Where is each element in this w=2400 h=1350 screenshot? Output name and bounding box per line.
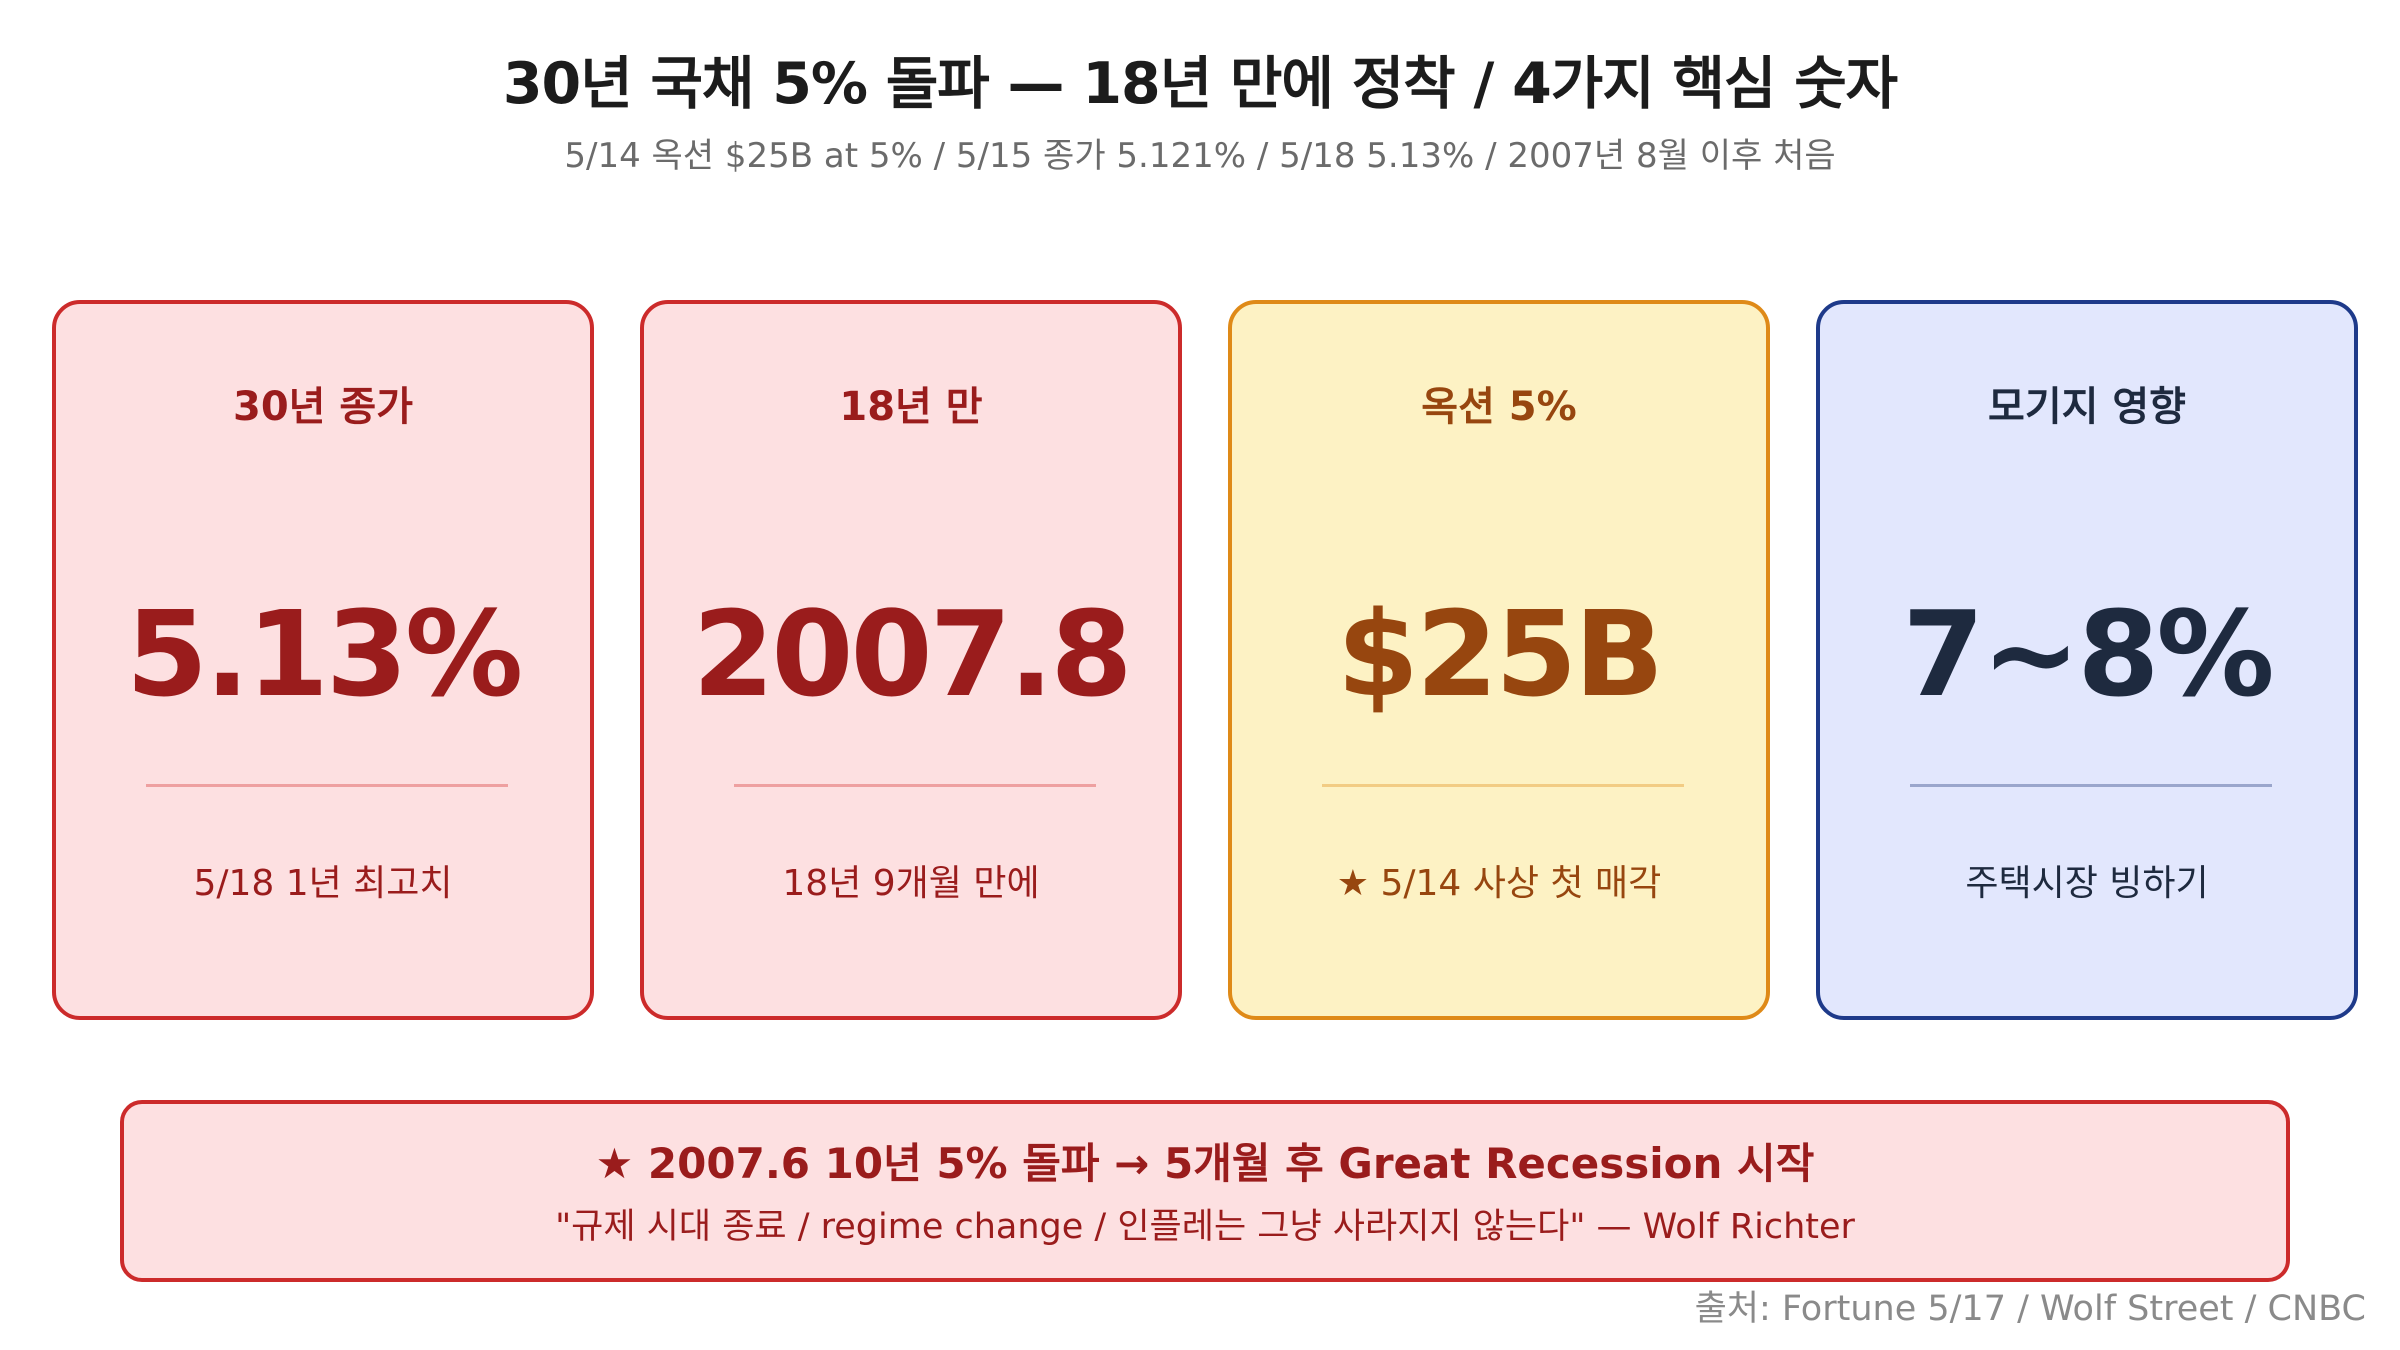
recession-callout: ★ 2007.6 10년 5% 돌파 → 5개월 후 Great Recessi… — [120, 1100, 2290, 1282]
source-citation: 출처: Fortune 5/17 / Wolf Street / CNBC — [1694, 1289, 2366, 1329]
stat-card-label: 30년 종가 — [233, 384, 413, 430]
stat-card-divider — [734, 784, 1096, 787]
stat-card-label: 18년 만 — [839, 384, 983, 430]
stat-card-value: $25B — [1336, 585, 1664, 723]
page-subtitle: 5/14 옥션 $25B at 5% / 5/15 종가 5.121% / 5/… — [564, 136, 1836, 176]
stat-card-divider — [1910, 784, 2272, 787]
stat-card-value: 2007.8 — [692, 585, 1132, 723]
stat-card-divider — [146, 784, 508, 787]
stat-card-value: 7~8% — [1902, 585, 2274, 723]
stat-card-value: 5.13% — [125, 585, 523, 723]
stat-card-auction: 옥션 5% $25B ★ 5/14 사상 첫 매각 — [1228, 300, 1770, 1020]
stat-card-18-years: 18년 만 2007.8 18년 9개월 만에 — [640, 300, 1182, 1020]
stat-card-label: 모기지 영향 — [1988, 384, 2186, 430]
stat-card-note: 18년 9개월 만에 — [782, 863, 1040, 904]
page-title: 30년 국채 5% 돌파 — 18년 만에 정착 / 4가지 핵심 숫자 — [502, 51, 1898, 117]
stat-card-divider — [1322, 784, 1684, 787]
stat-card-note: 5/18 1년 최고치 — [193, 863, 453, 904]
callout-headline: ★ 2007.6 10년 5% 돌파 → 5개월 후 Great Recessi… — [595, 1139, 1815, 1188]
stat-card-note: 주택시장 빙하기 — [1965, 863, 2209, 904]
stat-card-label: 옥션 5% — [1421, 384, 1577, 430]
stat-card-note: ★ 5/14 사상 첫 매각 — [1336, 863, 1662, 904]
stat-card-mortgage: 모기지 영향 7~8% 주택시장 빙하기 — [1816, 300, 2358, 1020]
callout-quote: "규제 시대 종료 / regime change / 인플레는 그냥 사라지지… — [555, 1207, 1855, 1247]
stat-card-30y-close: 30년 종가 5.13% 5/18 1년 최고치 — [52, 300, 594, 1020]
